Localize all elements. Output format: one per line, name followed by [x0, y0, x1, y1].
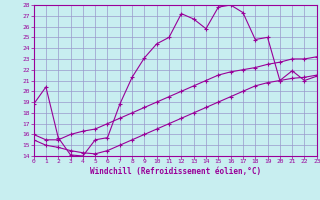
- X-axis label: Windchill (Refroidissement éolien,°C): Windchill (Refroidissement éolien,°C): [90, 167, 261, 176]
